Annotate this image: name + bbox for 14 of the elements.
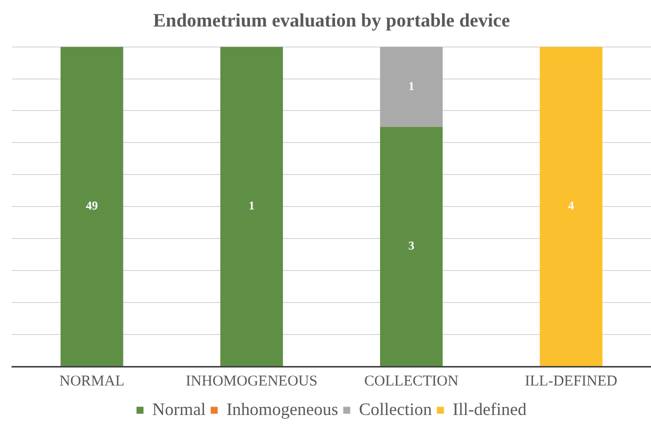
annotation: 49 [86,198,98,212]
annotation: 3 [408,238,414,252]
x-tick-label: INHOMOGENEOUS [186,373,318,390]
legend-label: Ill-defined [452,398,527,419]
x-tick-label: ILL-DEFINED [524,373,618,390]
x-tick-label: COLLECTION [364,373,459,390]
annotation: 4 [568,198,574,212]
legend-label: Normal [152,398,206,419]
chart-title: Endometrium evaluation by portable device [153,10,510,32]
annotation: 1 [408,78,414,93]
x-tick-label: NORMAL [59,373,124,390]
annotation: 1 [248,198,255,212]
legend-label: Inhomogeneous [226,398,338,419]
legend-label: Collection [358,398,432,419]
